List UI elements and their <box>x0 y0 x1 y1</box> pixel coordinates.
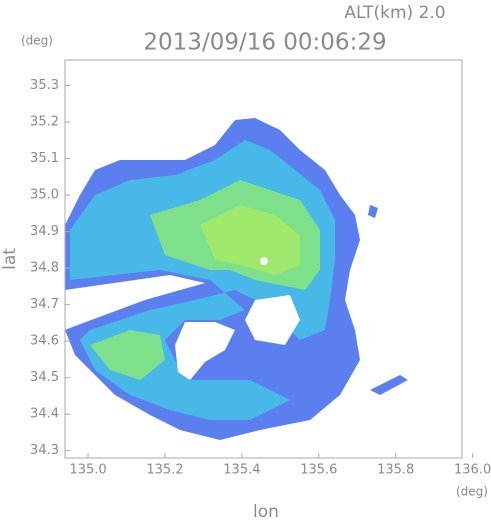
y-tick-label: 34.6 <box>30 334 59 349</box>
y-tick-label: 34.9 <box>30 224 59 239</box>
x-tick-label: 135.4 <box>223 463 260 478</box>
radar-echo <box>65 118 408 440</box>
y-tick-label: 35.3 <box>30 78 59 93</box>
plot-frame <box>64 59 463 459</box>
y-tick-label: 34.3 <box>30 443 59 458</box>
y-tick-label: 35.1 <box>30 151 59 166</box>
x-axis-label: lon <box>253 502 279 521</box>
x-tick-label: 135.6 <box>300 463 337 478</box>
chart-title: 2013/09/16 00:06:29 <box>143 30 386 56</box>
x-tick-label: 136.0 <box>454 463 491 478</box>
y-tick-label: 34.8 <box>30 261 59 276</box>
y-tick-label: 34.4 <box>30 407 59 422</box>
y-tick-label: 35.0 <box>30 188 59 203</box>
y-tick-label: 34.7 <box>30 297 59 312</box>
x-unit: (deg) <box>456 485 488 499</box>
y-tick-label: 34.5 <box>30 370 59 385</box>
y-axis-label: lat <box>0 248 20 270</box>
y-unit: (deg) <box>21 34 53 48</box>
x-tick-label: 135.8 <box>377 463 414 478</box>
x-tick-label: 135.2 <box>146 463 183 478</box>
altitude-label: ALT(km) 2.0 <box>344 3 445 23</box>
x-tick-label: 135.0 <box>69 463 106 478</box>
y-tick-label: 35.2 <box>30 115 59 130</box>
